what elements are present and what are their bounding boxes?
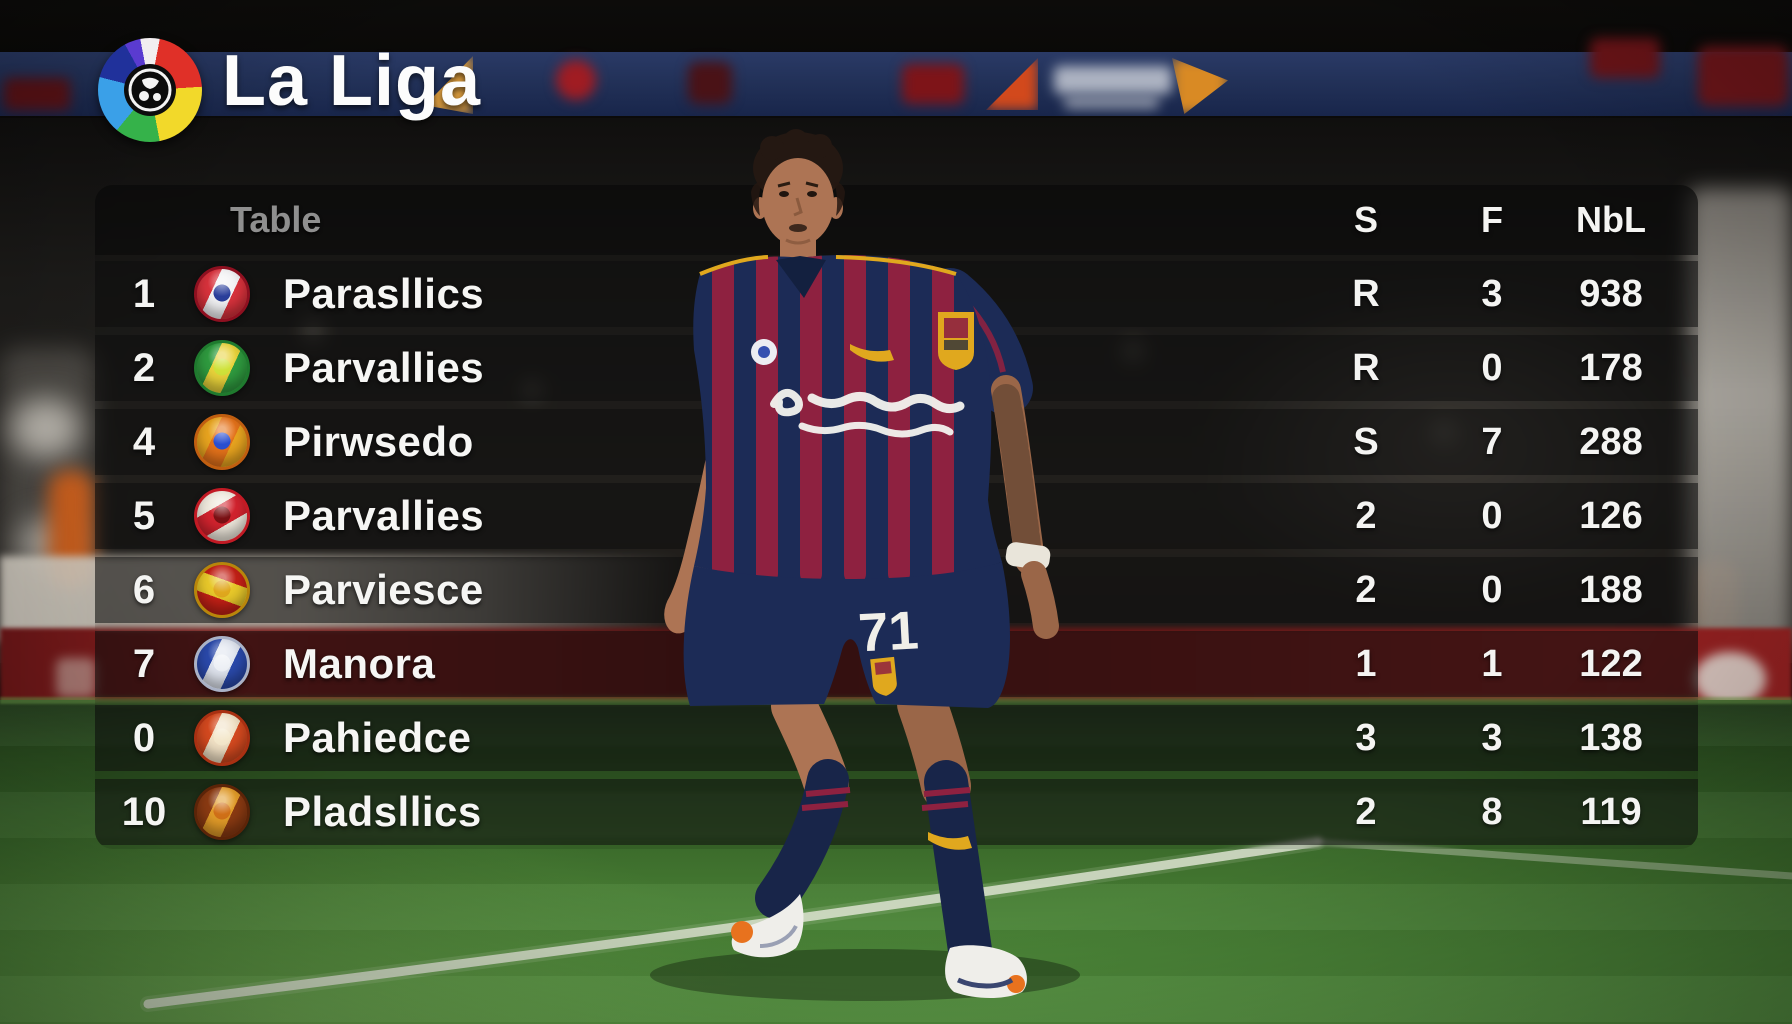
s-value: 3 — [1355, 716, 1377, 759]
ad-blob-4c — [902, 64, 964, 104]
club-badge — [194, 340, 250, 396]
table-row: 0 Pahiedce 3 3 138 — [95, 705, 1698, 771]
rank-value: 1 — [132, 271, 156, 316]
upper-stand-crowd — [0, 0, 1792, 56]
s-value: 1 — [1355, 642, 1377, 685]
badge-box — [187, 710, 257, 766]
badge-box — [187, 414, 257, 470]
rank-value: 5 — [132, 493, 156, 538]
rank-value: 6 — [132, 567, 156, 612]
laliga-logo-icon — [98, 38, 202, 142]
s-value: R — [1352, 346, 1380, 389]
club-name: Pirwsedo — [283, 418, 474, 465]
club-badge — [194, 784, 250, 840]
bright-stand-aisle — [1688, 188, 1792, 648]
club-name: Parvallies — [283, 344, 485, 391]
ad-blob-white-text — [1054, 66, 1172, 94]
table-header-row: Table S F NbL — [95, 185, 1698, 255]
f-value: 3 — [1481, 272, 1503, 315]
table-row: 6 Parviesce 2 0 188 — [95, 557, 1698, 623]
club-name: Manora — [283, 640, 436, 687]
ad-blob-red-right — [1590, 38, 1660, 78]
crowd-bokeh — [10, 398, 80, 458]
table-row: 4 Pirwsedo S 7 288 — [95, 409, 1698, 475]
nbl-value: 126 — [1579, 494, 1643, 537]
rank-value: 10 — [121, 789, 167, 834]
column-header-nbl: NbL — [1576, 199, 1646, 240]
club-name: Pahiedce — [283, 714, 472, 761]
rank-value: 2 — [132, 345, 156, 390]
f-value: 8 — [1481, 790, 1503, 833]
league-title: La Liga — [222, 41, 482, 121]
club-badge — [194, 562, 250, 618]
club-badge — [194, 488, 250, 544]
f-value: 0 — [1481, 568, 1503, 611]
club-badge — [194, 710, 250, 766]
badge-box — [187, 266, 257, 322]
badge-box — [187, 562, 257, 618]
nbl-value: 122 — [1579, 642, 1643, 685]
club-name: Parviesce — [283, 566, 484, 613]
badge-box — [187, 636, 257, 692]
standings-table: Table S F NbL 1 Parasllics R 3 938 2 Par… — [95, 185, 1698, 849]
badge-box — [187, 488, 257, 544]
f-value: 3 — [1481, 716, 1503, 759]
league-header: La Liga — [92, 34, 792, 154]
column-header-f: F — [1481, 199, 1503, 240]
s-value: 2 — [1355, 494, 1377, 537]
table-label: Table — [230, 199, 322, 240]
club-name: Parvallies — [283, 492, 485, 539]
ad-blob-orange-wedge — [1172, 58, 1228, 114]
stadium-ad-band — [0, 38, 1792, 118]
ad-blob-text-left — [4, 78, 70, 110]
table-rows: 1 Parasllics R 3 938 2 Parvallies R 0 17… — [95, 261, 1698, 845]
nbl-value: 188 — [1579, 568, 1643, 611]
ad-blob-red-circle — [556, 60, 596, 100]
badge-box — [187, 784, 257, 840]
rank-value: 7 — [132, 641, 156, 686]
laliga-ball-icon — [124, 64, 176, 116]
table-row: 1 Parasllics R 3 938 — [95, 261, 1698, 327]
club-name: Parasllics — [283, 270, 485, 317]
f-value: 7 — [1481, 420, 1503, 463]
nbl-value: 138 — [1579, 716, 1643, 759]
ad-blob-red-corner — [1698, 46, 1788, 106]
rank-value: 0 — [132, 715, 156, 760]
s-value: R — [1352, 272, 1380, 315]
club-badge — [194, 266, 250, 322]
s-value: 2 — [1355, 790, 1377, 833]
badge-box — [187, 340, 257, 396]
f-value: 1 — [1481, 642, 1503, 685]
board-letter-partial — [56, 658, 96, 698]
ad-blob-white-text-2 — [1064, 96, 1159, 109]
club-badge — [194, 636, 250, 692]
table-row: 2 Parvallies R 0 178 — [95, 335, 1698, 401]
table-row: 7 Manora 1 1 122 — [95, 631, 1698, 697]
club-name: Pladsllics — [283, 788, 482, 835]
rank-value: 4 — [132, 419, 156, 464]
f-value: 0 — [1481, 346, 1503, 389]
f-value: 0 — [1481, 494, 1503, 537]
nbl-value: 119 — [1580, 790, 1642, 833]
nbl-value: 178 — [1579, 346, 1643, 389]
ad-blob-orange-triangle — [986, 58, 1038, 110]
ad-blob-dark — [688, 62, 732, 104]
s-value: 2 — [1355, 568, 1377, 611]
table-row: 5 Parvallies 2 0 126 — [95, 483, 1698, 549]
nbl-value: 288 — [1579, 420, 1643, 463]
nbl-value: 938 — [1579, 272, 1643, 315]
club-badge — [194, 414, 250, 470]
column-header-s: S — [1353, 199, 1378, 240]
s-value: S — [1353, 420, 1379, 463]
table-row: 10 Pladsllics 2 8 119 — [95, 779, 1698, 845]
